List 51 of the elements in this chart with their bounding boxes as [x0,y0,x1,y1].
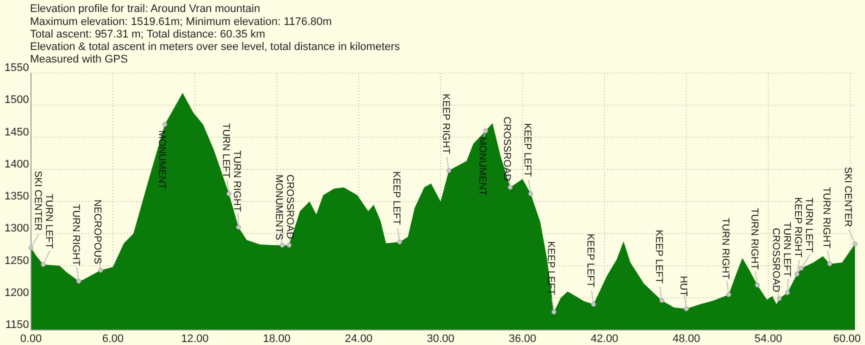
text: Total ascent: 957.31 m; Total distance: 60.35 km [30,28,266,40]
annotation: CROSSROAD [501,116,512,182]
annotation: CROSSROAD [770,228,782,292]
annotation: KEEP LEFT [522,123,533,177]
annotation: KEEP LEFT [390,171,402,226]
x-tick-label: 36.00 [508,333,536,345]
annotation: KEEP LEFT [584,234,596,288]
annotation: MONUMENT [156,130,167,190]
annotation: TURN RIGHT [70,204,81,266]
x-tick-label: 24.00 [344,333,372,345]
annotation: CROSSROAD [284,174,296,239]
y-tick-label: 1250 [4,254,29,267]
annotation: KEEP LEFT [544,241,556,296]
annotation: TURN LEFT [781,222,792,278]
annotation: SKI CENTER [842,166,853,227]
annotation: TURN LEFT [803,198,814,253]
annotation: TURN RIGHT [748,208,760,270]
y-tick-label: 1200 [4,286,29,299]
text: Measured with GPS [30,54,128,66]
y-tick-label: 1500 [4,94,29,106]
x-tick-label: 6.00 [102,333,124,345]
x-tick-label: 60.00 [833,333,861,345]
annotation: TURN RIGHT [820,186,832,248]
annotation: TURN RIGHT [230,150,242,212]
annotation: KEEP RIGHT [440,94,451,154]
annotation: TURN LEFT [220,123,231,178]
text: Elevation & total ascent in meters over see level, total distance in kilometers [30,41,400,53]
annotation: KEEP LEFT [652,230,664,284]
y-tick-label: 1450 [4,126,29,138]
y-tick-label: 1400 [4,158,29,170]
annotation: TURN RIGHT [720,218,731,280]
y-tick-label: 1350 [4,190,29,202]
y-tick-label: 1150 [5,319,29,331]
annotation: NECROPOUS [92,200,103,264]
y-tick-label: 1300 [4,222,29,235]
annotation: KEEP RIGHT [792,197,804,258]
x-tick-label: 0.00 [20,333,42,345]
text: Maximum elevation: 1519.61m; Minimum elevation: 1176.80m [30,16,332,28]
annotation: MONUMENT [476,136,488,196]
x-tick-label: 30.00 [426,333,454,345]
chart-title: Elevation profile for trail: Around Vran mountain [30,3,260,15]
annotation: HUT [677,276,688,296]
x-tick-label: 42.00 [590,333,618,345]
annotation: TURN LEFT [43,194,54,249]
annotation: SKI CENTER [32,170,43,231]
annotation: MONUMENTS [273,174,284,240]
x-tick-label: 12.00 [181,333,209,345]
x-tick-label: 54.00 [754,333,782,345]
x-tick-label: 18.00 [263,333,291,345]
x-tick-label: 48.00 [672,333,700,345]
y-tick-label: 1550 [4,62,29,74]
